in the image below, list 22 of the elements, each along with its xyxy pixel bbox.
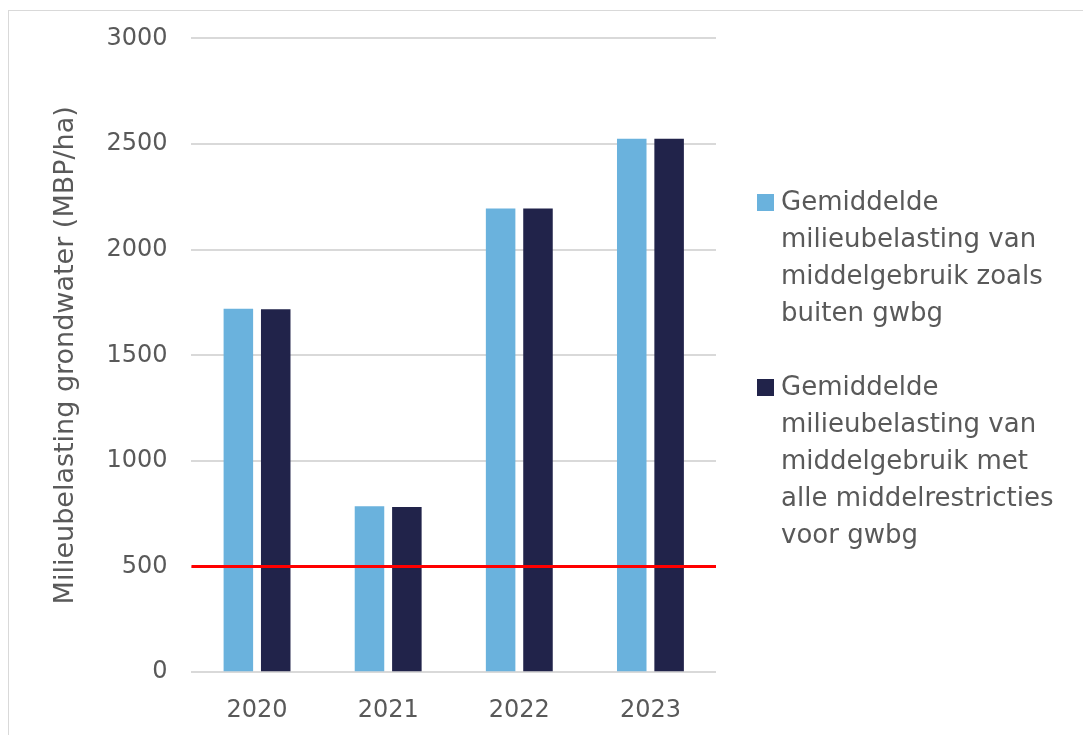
bar (485, 208, 516, 672)
x-tick-label: 2022 (488, 694, 550, 723)
y-axis-title: Milieubelasting grondwater (MBP/ha) (48, 106, 80, 605)
bar (523, 208, 553, 672)
y-tick-label: 500 (121, 550, 168, 579)
y-tick-label: 1000 (106, 445, 168, 474)
x-tick-label: 2020 (226, 694, 288, 723)
bar (392, 506, 422, 672)
x-tick-label: 2023 (619, 694, 681, 723)
x-tick-label: 2021 (357, 694, 419, 723)
legend-label: Gemiddelde milieubelasting van middelgebruik met alle middelrestricties voor gwbg (781, 369, 1055, 551)
y-tick-label: 2000 (106, 233, 168, 262)
bar (616, 138, 647, 672)
bar (354, 506, 385, 672)
y-tick-label: 0 (152, 656, 168, 685)
y-tick-label: 3000 (106, 22, 168, 51)
y-tick-label: 2500 (106, 128, 168, 157)
bar (223, 308, 254, 672)
y-tick-label: 1500 (106, 339, 168, 368)
bar (654, 138, 684, 672)
bar (260, 309, 291, 672)
legend-label: Gemiddelde milieubelasting van middelgebruik zoals buiten gwbg (781, 184, 1044, 329)
